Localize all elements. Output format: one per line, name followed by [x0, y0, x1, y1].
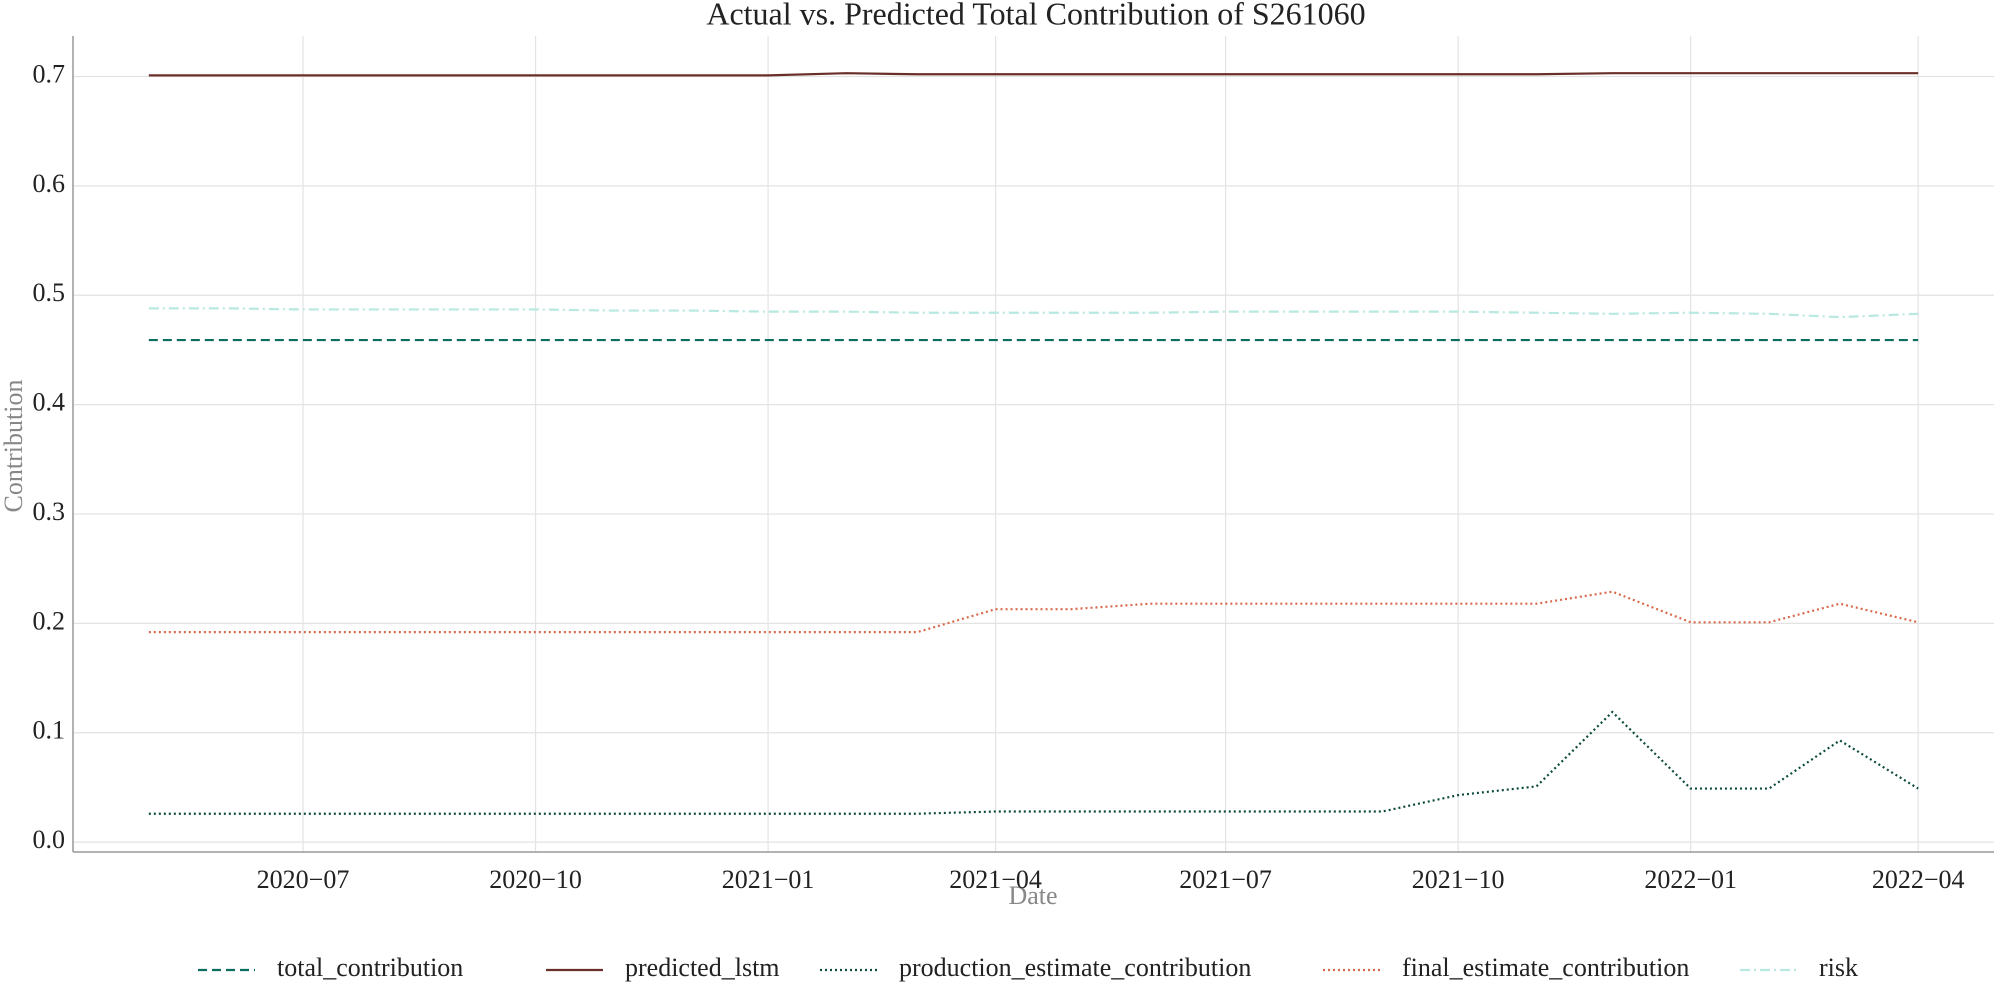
- y-axis-label: Contribution: [0, 380, 28, 513]
- x-axis-label: Date: [1008, 881, 1057, 910]
- y-tick-label: 0.1: [33, 716, 66, 745]
- chart-title: Actual vs. Predicted Total Contribution …: [706, 0, 1365, 31]
- legend-label: risk: [1819, 953, 1858, 982]
- y-tick-label: 0.6: [33, 169, 66, 198]
- legend-label: final_estimate_contribution: [1402, 953, 1689, 982]
- x-tick-label: 2022−01: [1644, 865, 1737, 894]
- y-tick-label: 0.4: [33, 388, 66, 417]
- x-tick-label: 2021−01: [722, 865, 815, 894]
- series-line: [148, 72, 1919, 77]
- legend-label: total_contribution: [277, 953, 463, 982]
- series-line: [148, 710, 1919, 815]
- y-tick-label: 0.3: [33, 497, 66, 526]
- series-line: [148, 590, 1919, 634]
- x-tick-label: 2020−07: [257, 865, 350, 894]
- legend-label: production_estimate_contribution: [899, 953, 1251, 982]
- x-tick-label: 2021−07: [1179, 865, 1272, 894]
- y-tick-label: 0.7: [33, 59, 66, 88]
- x-tick-label: 2020−10: [489, 865, 582, 894]
- y-tick-label: 0.0: [33, 825, 66, 854]
- series-line: [148, 307, 1919, 319]
- x-tick-label: 2021−10: [1412, 865, 1505, 894]
- y-tick-label: 0.5: [33, 278, 66, 307]
- x-tick-label: 2022−04: [1872, 865, 1965, 894]
- y-tick-label: 0.2: [33, 606, 66, 635]
- x-tick-label: 2021−04: [949, 865, 1042, 894]
- legend-label: predicted_lstm: [625, 953, 780, 982]
